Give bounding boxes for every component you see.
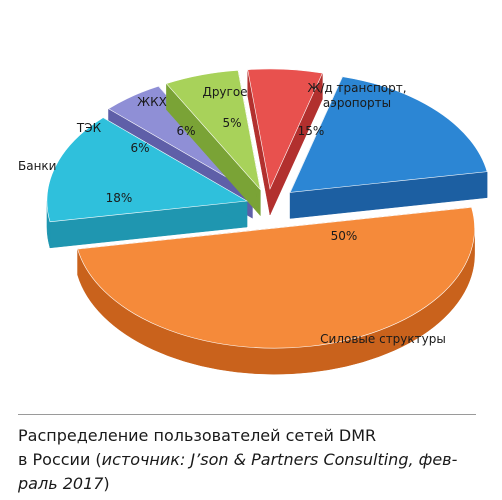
slice-value-жкх: 6% — [176, 124, 195, 138]
slice-value-банки: 18% — [106, 191, 133, 205]
slice-label-банки: Банки — [18, 159, 56, 173]
caption-source-date: раль 2017 — [18, 474, 104, 493]
slice-ж-д-транспорт-аэропорты — [46, 117, 248, 249]
caption-line-2-prefix: в России ( — [18, 450, 102, 469]
slice-value-ж-д-транспорт-аэропорты: 15% — [298, 124, 325, 138]
caption-divider — [18, 414, 476, 415]
pie-chart: Силовые структуры 50% Ж/д транспорт, аэропо… — [18, 68, 488, 375]
caption-line-3-suffix: ) — [103, 474, 110, 493]
slice-value-тэк: 6% — [130, 141, 149, 155]
slice-label-тэк: ТЭК — [76, 121, 102, 135]
slice-жкх — [165, 70, 261, 217]
caption-source: источник: J’son & Partners Consulting, ф… — [101, 450, 458, 469]
slice-label-силовые-структуры: Силовые структуры — [320, 332, 446, 346]
slice-label-ж-д-транспорт-аэропорты: Ж/д транспорт, аэропорты — [307, 81, 406, 110]
slice-label-жкх: ЖКХ — [137, 95, 167, 109]
slice-силовые-структуры — [77, 207, 475, 375]
slice-label-другое: Другое — [202, 85, 247, 99]
slice-тэк — [247, 68, 323, 216]
slice-банки — [289, 76, 488, 219]
pie-labels: Силовые структуры 50% Ж/д транспорт, аэропо… — [18, 81, 446, 346]
slice-value-силовые-структуры: 50% — [331, 229, 358, 243]
pie-slices — [46, 68, 488, 375]
chart-caption: Распределение пользователей сетей DMR в … — [18, 424, 488, 496]
caption-line-1: Распределение пользователей сетей DMR — [18, 426, 377, 445]
slice-value-другое: 5% — [222, 116, 241, 130]
